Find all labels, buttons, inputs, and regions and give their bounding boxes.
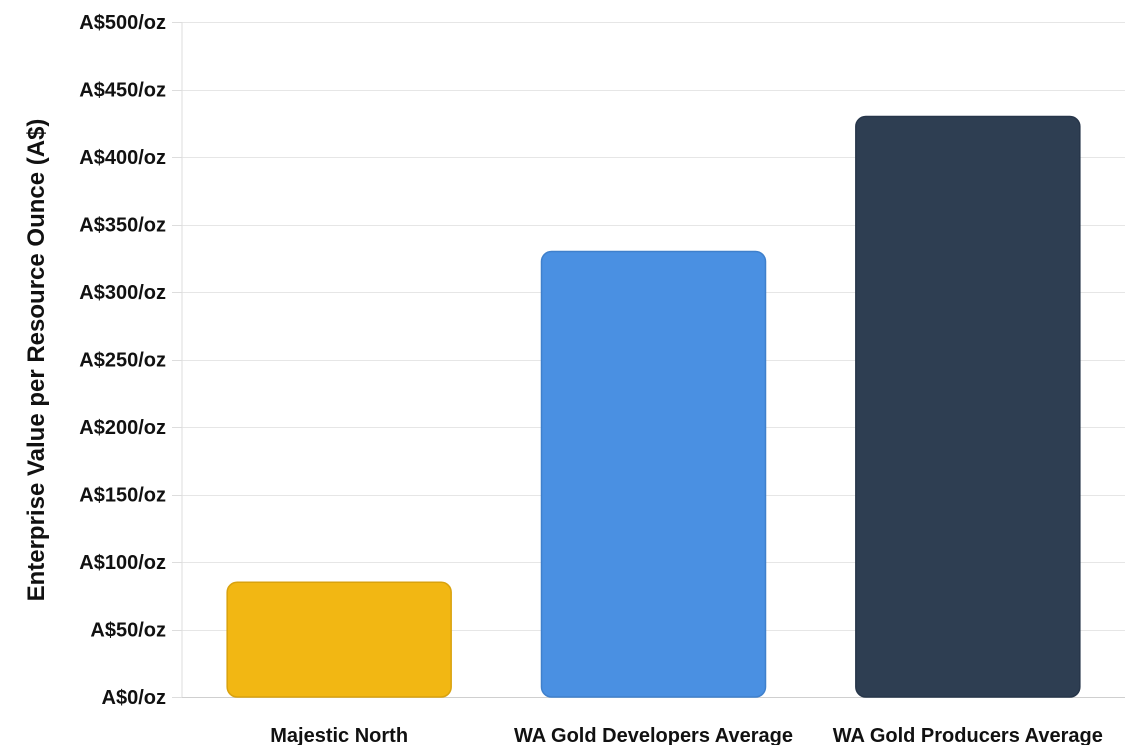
bar-wa-gold-developers-average [540, 250, 767, 698]
x-axis-labels: Majestic North WA Gold Developers Average… [270, 725, 1103, 745]
x-category-label: WA Gold Producers Average [833, 725, 1103, 745]
y-axis-title: Enterprise Value per Resource Ounce (A$) [23, 119, 50, 602]
y-tick-label: A$500/oz [79, 12, 166, 34]
y-tick-label: A$300/oz [79, 282, 166, 304]
y-tick-label: A$200/oz [79, 417, 166, 439]
y-tick-label: A$450/oz [79, 80, 166, 102]
y-tick-label: A$350/oz [79, 215, 166, 237]
y-tick-label: A$0/oz [102, 687, 166, 709]
y-tick-label: A$50/oz [90, 620, 166, 642]
bar-wa-gold-producers-average [855, 115, 1081, 698]
y-axis: A$0/oz A$50/oz A$100/oz A$150/oz A$200/oz A$2… [79, 12, 183, 709]
y-tick-label: A$400/oz [79, 147, 166, 169]
x-category-label: WA Gold Developers Average [514, 725, 793, 745]
bars [226, 115, 1081, 698]
x-category-label: Majestic North [270, 725, 408, 745]
bar-majestic-north [226, 581, 452, 698]
y-tick-label: A$250/oz [79, 350, 166, 372]
y-tick-label: A$100/oz [79, 552, 166, 574]
y-tick-label: A$150/oz [79, 485, 166, 507]
